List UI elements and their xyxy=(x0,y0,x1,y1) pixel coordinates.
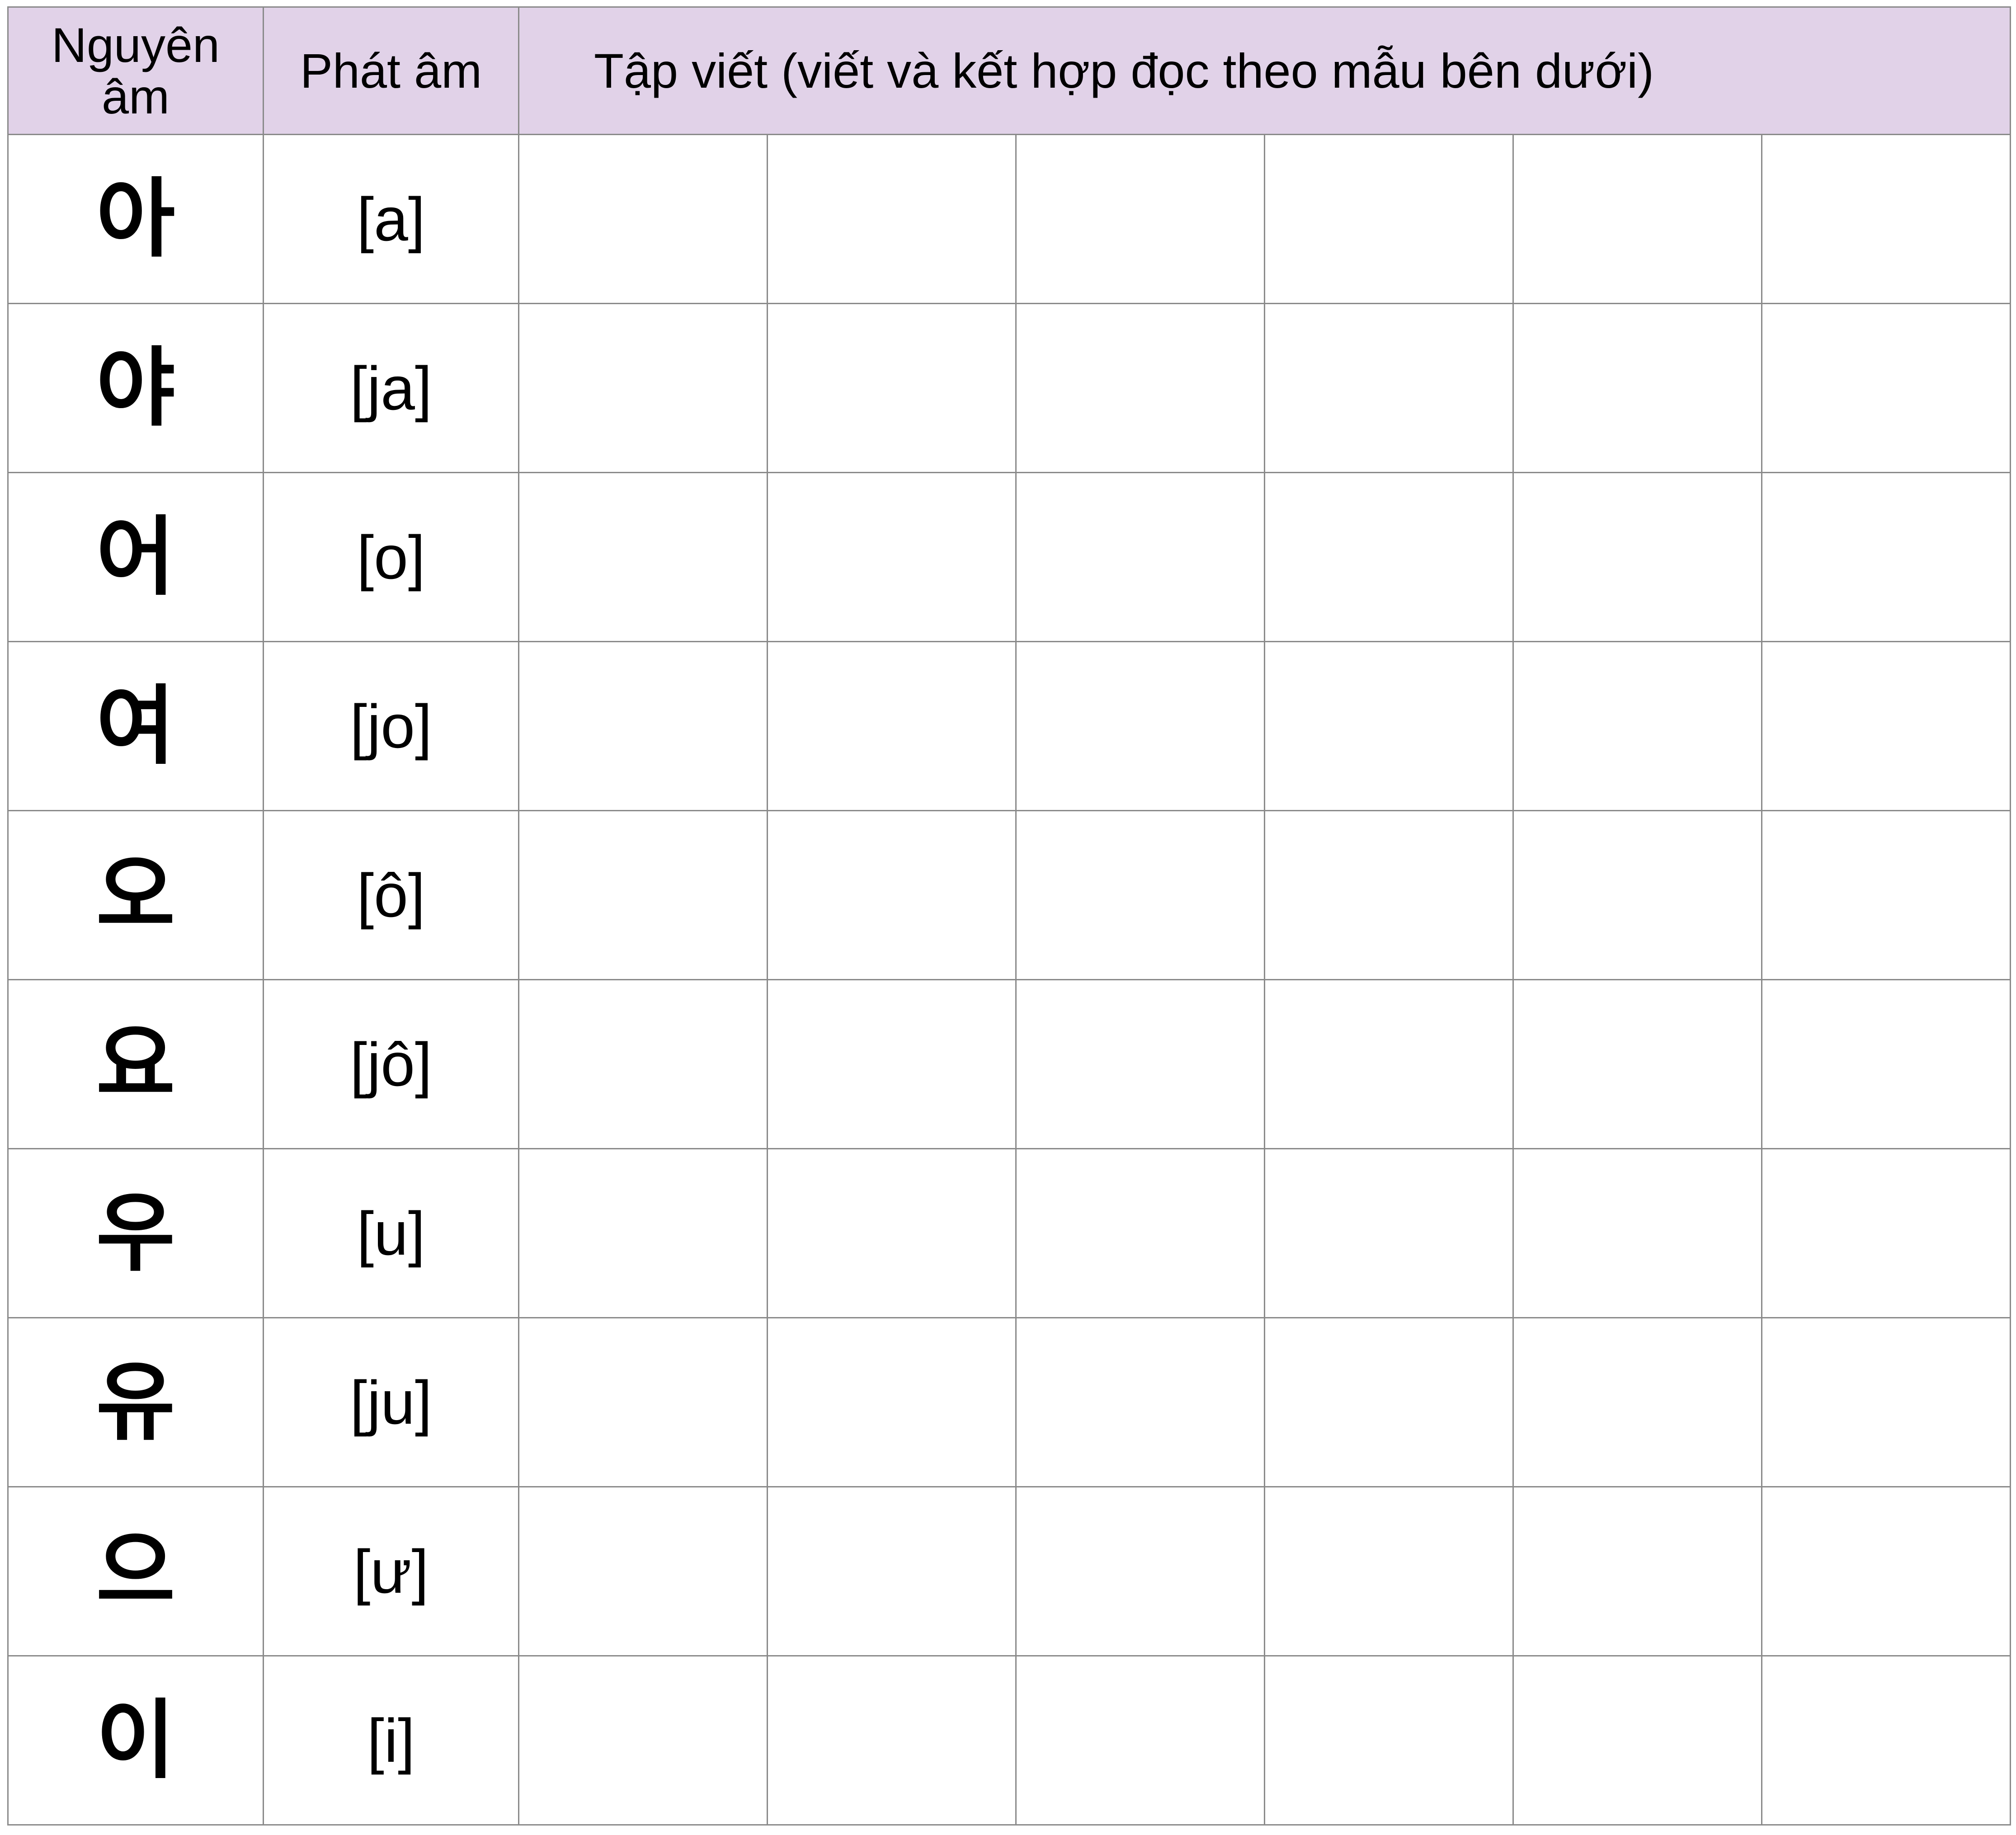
vowel-header-line-2: âm xyxy=(101,69,170,124)
practice-writing-cell[interactable] xyxy=(1015,303,1265,473)
vowel-glyph: 어 xyxy=(7,472,264,642)
pronunciation-text: [jô] xyxy=(263,979,519,1149)
practice-writing-cell[interactable] xyxy=(518,810,768,980)
practice-writing-cell[interactable] xyxy=(1761,1148,2011,1318)
practice-writing-cell[interactable] xyxy=(1264,810,1514,980)
practice-writing-cell[interactable] xyxy=(767,472,1017,642)
practice-writing-cell[interactable] xyxy=(1264,1317,1514,1487)
pronunciation-text: [i] xyxy=(263,1655,519,1826)
table-row: 이 [i] xyxy=(7,1655,2011,1826)
vowel-glyph: 이 xyxy=(7,1655,264,1826)
vowel-column-header: Nguyên âm xyxy=(7,6,264,135)
practice-writing-cell[interactable] xyxy=(1512,979,1762,1149)
vowel-glyph: 우 xyxy=(7,1148,264,1318)
practice-writing-cell[interactable] xyxy=(767,1317,1017,1487)
practice-writing-cell[interactable] xyxy=(1015,134,1265,304)
practice-column-header: Tập viết (viết và kết hợp đọc theo mẫu b… xyxy=(518,6,2011,135)
table-row: 어 [o] xyxy=(7,472,2011,642)
table-row: 아 [a] xyxy=(7,134,2011,304)
practice-writing-cell[interactable] xyxy=(1512,1655,1762,1826)
practice-writing-cell[interactable] xyxy=(767,641,1017,811)
pronunciation-text: [ô] xyxy=(263,810,519,980)
table-row: 요 [jô] xyxy=(7,979,2011,1149)
practice-writing-cell[interactable] xyxy=(518,134,768,304)
pronunciation-column-header: Phát âm xyxy=(263,6,519,135)
practice-writing-cell[interactable] xyxy=(1761,134,2011,304)
practice-writing-cell[interactable] xyxy=(1015,979,1265,1149)
vowel-header-line-1: Nguyên xyxy=(51,18,220,73)
pronunciation-text: [ư] xyxy=(263,1486,519,1656)
header-row: Nguyên âm Phát âm Tập viết (viết và kết … xyxy=(7,6,2011,135)
table-row: 으 [ư] xyxy=(7,1486,2011,1656)
pronunciation-text: [jo] xyxy=(263,641,519,811)
practice-writing-cell[interactable] xyxy=(767,1148,1017,1318)
pronunciation-text: [u] xyxy=(263,1148,519,1318)
vowel-practice-table: Nguyên âm Phát âm Tập viết (viết và kết … xyxy=(7,6,2011,1826)
practice-writing-cell[interactable] xyxy=(1512,810,1762,980)
vowel-practice-sheet: Nguyên âm Phát âm Tập viết (viết và kết … xyxy=(7,6,2011,1826)
practice-writing-cell[interactable] xyxy=(1264,1486,1514,1656)
practice-writing-cell[interactable] xyxy=(1015,810,1265,980)
vowel-glyph: 아 xyxy=(7,134,264,304)
practice-writing-cell[interactable] xyxy=(767,1486,1017,1656)
vowel-glyph: 오 xyxy=(7,810,264,980)
vowel-glyph: 여 xyxy=(7,641,264,811)
practice-writing-cell[interactable] xyxy=(1512,1148,1762,1318)
practice-writing-cell[interactable] xyxy=(1761,641,2011,811)
practice-writing-cell[interactable] xyxy=(1264,472,1514,642)
practice-writing-cell[interactable] xyxy=(1264,1655,1514,1826)
practice-writing-cell[interactable] xyxy=(518,472,768,642)
practice-writing-cell[interactable] xyxy=(1512,303,1762,473)
practice-writing-cell[interactable] xyxy=(1015,1486,1265,1656)
pronunciation-text: [ja] xyxy=(263,303,519,473)
practice-writing-cell[interactable] xyxy=(1512,1317,1762,1487)
practice-writing-cell[interactable] xyxy=(1512,134,1762,304)
practice-writing-cell[interactable] xyxy=(518,1148,768,1318)
practice-writing-cell[interactable] xyxy=(1264,1148,1514,1318)
table-row: 오 [ô] xyxy=(7,810,2011,980)
practice-writing-cell[interactable] xyxy=(1015,1317,1265,1487)
practice-writing-cell[interactable] xyxy=(1015,641,1265,811)
practice-writing-cell[interactable] xyxy=(518,1655,768,1826)
vowel-glyph: 유 xyxy=(7,1317,264,1487)
vowel-glyph: 으 xyxy=(7,1486,264,1656)
practice-writing-cell[interactable] xyxy=(1015,1148,1265,1318)
table-row: 야 [ja] xyxy=(7,303,2011,473)
practice-writing-cell[interactable] xyxy=(1761,472,2011,642)
practice-writing-cell[interactable] xyxy=(1264,979,1514,1149)
practice-writing-cell[interactable] xyxy=(1264,641,1514,811)
practice-writing-cell[interactable] xyxy=(1761,810,2011,980)
practice-writing-cell[interactable] xyxy=(518,1486,768,1656)
practice-writing-cell[interactable] xyxy=(518,303,768,473)
practice-writing-cell[interactable] xyxy=(518,1317,768,1487)
practice-writing-cell[interactable] xyxy=(518,979,768,1149)
table-row: 여 [jo] xyxy=(7,641,2011,811)
practice-writing-cell[interactable] xyxy=(1015,472,1265,642)
pronunciation-text: [ju] xyxy=(263,1317,519,1487)
pronunciation-text: [o] xyxy=(263,472,519,642)
practice-writing-cell[interactable] xyxy=(1264,134,1514,304)
table-row: 유 [ju] xyxy=(7,1317,2011,1487)
practice-writing-cell[interactable] xyxy=(1512,1486,1762,1656)
pronunciation-text: [a] xyxy=(263,134,519,304)
practice-writing-cell[interactable] xyxy=(1761,1655,2011,1826)
table-body: 아 [a] 야 [ja] 어 [o] 여 [jo] 오 [ô] 요 [jô] 우 [u] 유 [ju] 으 [ư]… xyxy=(7,134,2011,1826)
practice-writing-cell[interactable] xyxy=(767,303,1017,473)
practice-writing-cell[interactable] xyxy=(518,641,768,811)
practice-writing-cell[interactable] xyxy=(1512,641,1762,811)
practice-writing-cell[interactable] xyxy=(1761,979,2011,1149)
table-row: 우 [u] xyxy=(7,1148,2011,1318)
practice-writing-cell[interactable] xyxy=(767,1655,1017,1826)
practice-writing-cell[interactable] xyxy=(767,134,1017,304)
practice-writing-cell[interactable] xyxy=(1761,1486,2011,1656)
practice-writing-cell[interactable] xyxy=(767,979,1017,1149)
practice-writing-cell[interactable] xyxy=(1015,1655,1265,1826)
practice-writing-cell[interactable] xyxy=(1761,303,2011,473)
practice-writing-cell[interactable] xyxy=(1264,303,1514,473)
practice-writing-cell[interactable] xyxy=(1761,1317,2011,1487)
vowel-glyph: 야 xyxy=(7,303,264,473)
practice-writing-cell[interactable] xyxy=(1512,472,1762,642)
practice-writing-cell[interactable] xyxy=(767,810,1017,980)
vowel-glyph: 요 xyxy=(7,979,264,1149)
